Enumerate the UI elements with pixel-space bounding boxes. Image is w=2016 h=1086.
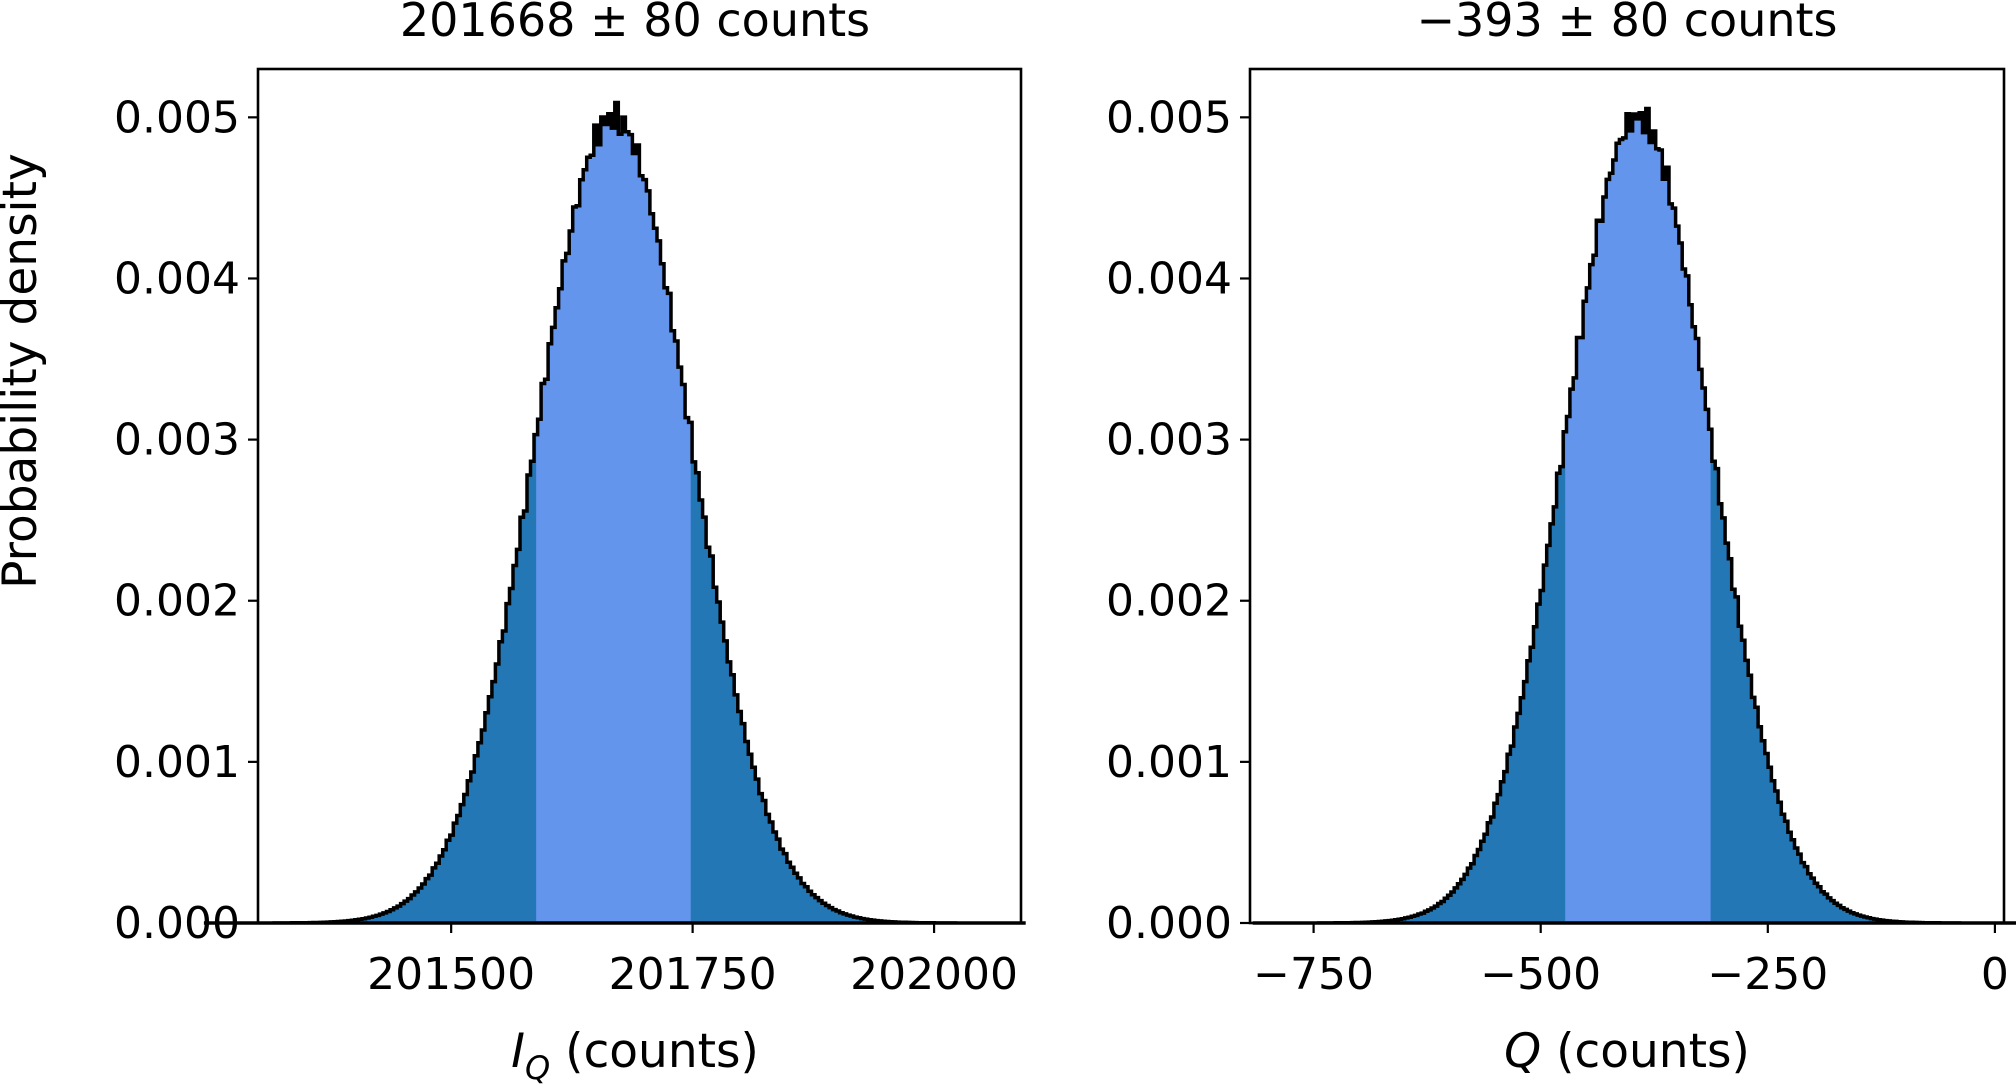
histogram-outline bbox=[203, 100, 1026, 925]
x-tick-label: −250 bbox=[1707, 949, 1828, 1000]
plot-area: 0.000 0.001 0.002 0.003 0.004 0.005 −750 −500 −2… bbox=[1106, 67, 2016, 1000]
y-axis-label: Probability density bbox=[0, 153, 48, 589]
x-tick-label: −500 bbox=[1480, 949, 1601, 1000]
y-tick-label: 0.001 bbox=[114, 737, 240, 788]
y-tick-label: 0.003 bbox=[114, 415, 240, 466]
x-tick-label: 0 bbox=[1981, 949, 2009, 1000]
y-tick-label: 0.004 bbox=[1106, 253, 1232, 304]
y-tick-label: 0.000 bbox=[1106, 898, 1232, 949]
y-tick-label: 0.005 bbox=[1106, 92, 1232, 143]
x-axis-unit: (counts) bbox=[550, 1024, 759, 1079]
y-tick-label: 0.001 bbox=[1106, 737, 1232, 788]
x-tick-label: −750 bbox=[1253, 949, 1374, 1000]
y-tick-label: 0.002 bbox=[114, 576, 240, 627]
x-axis-unit: (counts) bbox=[1541, 1024, 1750, 1079]
axes-frame bbox=[1248, 67, 2006, 925]
y-tick-label: 0.000 bbox=[114, 898, 240, 949]
y-tick-label: 0.005 bbox=[114, 92, 240, 143]
x-tick-label: 201750 bbox=[609, 949, 777, 1000]
x-axis-label: Q (counts) bbox=[1504, 1024, 1750, 1079]
x-tick-label: 202000 bbox=[850, 949, 1018, 1000]
plot-area: 0.000 0.001 0.002 0.003 0.004 0.005 201500 2017… bbox=[114, 67, 1026, 1000]
chart-title: 201668 ± 80 counts bbox=[400, 0, 870, 47]
axes-frame bbox=[256, 67, 1023, 925]
x-axis-symbol: Q bbox=[1504, 1024, 1541, 1079]
histogram-panel-q: −393 ± 80 counts 0.0000.0010.0020.0030.0… bbox=[1106, 0, 2016, 1079]
y-tick-label: 0.004 bbox=[114, 253, 240, 304]
histogram-interval-region bbox=[1565, 108, 1711, 923]
x-axis-label: IQ (counts) bbox=[511, 1024, 759, 1086]
y-tick-label: 0.002 bbox=[1106, 576, 1232, 627]
histogram-panel-iq: 201668 ± 80 counts Probability density 0… bbox=[0, 0, 1026, 1086]
histogram-outline bbox=[1252, 106, 2016, 925]
x-tick-label: 201500 bbox=[367, 949, 535, 1000]
y-tick-label: 0.003 bbox=[1106, 415, 1232, 466]
x-axis-symbol: I bbox=[511, 1024, 525, 1079]
histogram-interval-region bbox=[536, 102, 691, 923]
x-axis-subscript: Q bbox=[525, 1049, 550, 1086]
chart-title: −393 ± 80 counts bbox=[1416, 0, 1837, 47]
